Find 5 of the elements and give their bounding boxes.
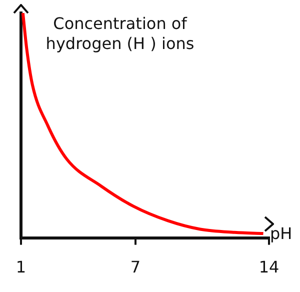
x-tick-label: 7	[130, 258, 141, 277]
text: Concentration of hydrogen (H ) ions	[44, 14, 196, 54]
x-axis-title: pH	[270, 224, 292, 243]
x-tick-label: 14	[258, 258, 280, 277]
x-tick-label: 1	[16, 258, 26, 277]
